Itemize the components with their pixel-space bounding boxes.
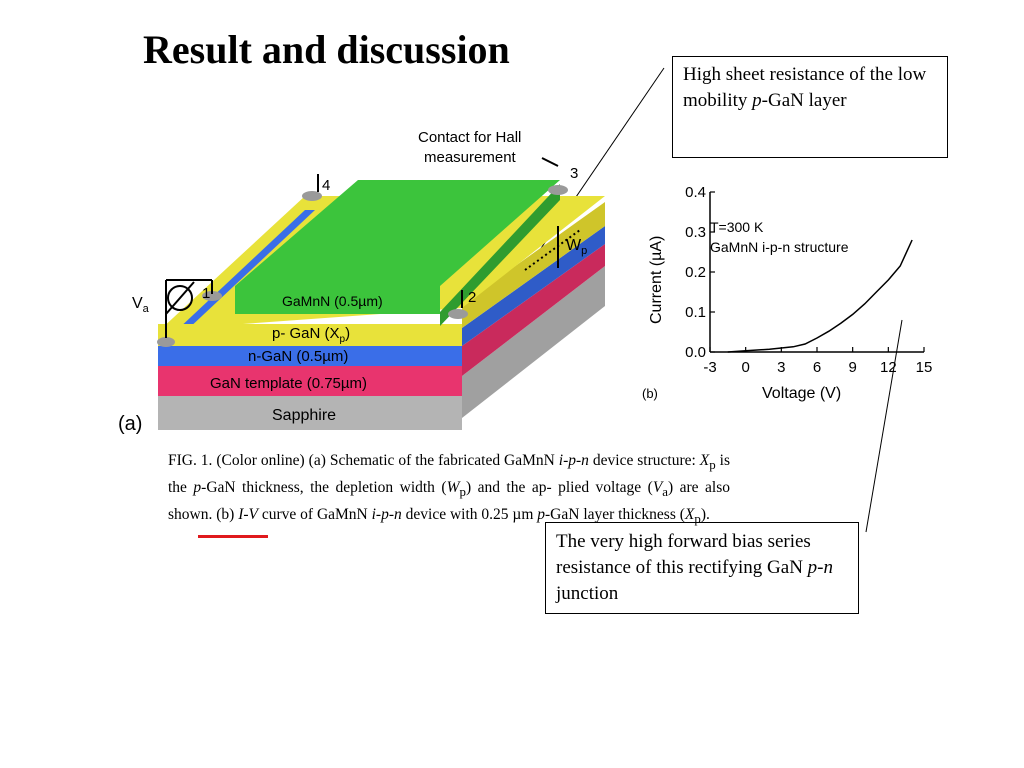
thickness-highlight-underline	[198, 535, 268, 538]
figure-caption: FIG. 1. (Color online) (a) Schematic of …	[168, 449, 730, 530]
caption-text: -GaN thickness, the depletion width (	[201, 479, 447, 497]
contact-pad-3	[548, 185, 568, 195]
caption-italic: p	[537, 506, 546, 524]
device-schematic: Contact for Hall measurement 1 2 3 4 Va …	[118, 129, 605, 435]
layer-sapphire-label: Sapphire	[272, 407, 336, 424]
chart-annotation-temp: T=300 K	[710, 219, 764, 235]
layer-ngan-label: n-GaN (0.5µm)	[248, 348, 348, 365]
pgan-close: )	[345, 325, 350, 342]
caption-text: device structure:	[588, 452, 700, 469]
depletion-subscript: p	[581, 245, 587, 257]
caption-text: ) are also shown. (b)	[168, 479, 731, 524]
chart-xlabel: Voltage (V)	[762, 385, 841, 402]
callout-top-text-end: -GaN layer	[761, 90, 847, 111]
chart-ylabel: Current (µA)	[648, 236, 665, 324]
caption-text: curve of GaMnN	[257, 506, 372, 524]
contact-2-label: 2	[468, 289, 476, 306]
caption-italic: X	[699, 452, 710, 469]
x-tick-label: 12	[880, 359, 897, 376]
caption-fig-label: FIG. 1.	[168, 452, 213, 469]
voltage-source-arrow	[165, 281, 195, 315]
x-tick-label: 9	[848, 359, 856, 376]
arrow-contact-3	[541, 157, 559, 167]
layer-pgan-label: p- GaN (Xp)	[272, 325, 350, 345]
callout-sheet-resistance: High sheet resistance of the low mobilit…	[672, 56, 948, 158]
caption-text: -GaN layer thickness (	[545, 506, 685, 524]
caption-text: is the	[168, 452, 730, 497]
caption-subscript: a	[662, 484, 669, 500]
x-tick-label: -3	[703, 359, 716, 376]
caption-subscript: p	[709, 457, 716, 473]
voltage-symbol: V	[132, 295, 143, 312]
ngan-top-edge	[160, 210, 315, 346]
template-side	[462, 244, 605, 376]
y-tick-label: 0.0	[685, 344, 706, 361]
x-tick-label: 15	[916, 359, 933, 376]
caption-italic: I-V	[238, 506, 258, 524]
y-tick-label: 0.2	[685, 264, 706, 281]
callout-bottom-text-end: junction	[556, 583, 619, 604]
voltage-subscript: a	[143, 303, 150, 315]
contact-pad-1	[202, 291, 222, 301]
caption-text: ) and the ap- plied voltage (	[465, 479, 653, 497]
contact-label-line1: Contact for Hall	[418, 129, 521, 146]
iv-curve-line	[727, 239, 913, 353]
caption-italic: i-p-n	[371, 506, 402, 524]
pgan-side	[462, 202, 605, 328]
gamnn-front	[235, 286, 440, 314]
template-layer	[158, 366, 462, 396]
caption-text: ).	[700, 506, 710, 524]
ngan-side	[462, 226, 605, 346]
caption-subscript: p	[694, 511, 701, 527]
caption-italic: p	[193, 479, 202, 497]
ngan-layer	[158, 346, 462, 366]
caption-text: device with 0.25 µm	[401, 506, 538, 524]
contact-1-label: 1	[202, 285, 210, 302]
callout-bottom-text: The very high forward bias series resist…	[556, 531, 811, 578]
layer-gamnn-label: GaMnN (0.5µm)	[282, 293, 383, 309]
chart-ticks: -3 0 3 6 9 12 15 0.0 0.1 0.2 0.3 0.4	[685, 184, 932, 376]
caption-italic: V	[652, 479, 663, 497]
contact-label-line2: measurement	[424, 149, 517, 166]
y-tick-label: 0.3	[685, 224, 706, 241]
x-tick-label: 6	[813, 359, 821, 376]
panel-a-label: (a)	[118, 413, 142, 435]
sapphire-side	[462, 266, 605, 418]
caption-italic: i-p-n	[558, 452, 589, 469]
x-tick-label: 0	[741, 359, 749, 376]
chart-axes	[709, 192, 924, 353]
pgan-sub: p	[340, 334, 346, 345]
gamnn-side	[440, 184, 560, 326]
y-tick-label: 0.1	[685, 304, 706, 321]
voltage-source-icon	[167, 285, 193, 311]
contact-4-label: 4	[322, 177, 330, 194]
contact-3-label: 3	[570, 165, 578, 182]
slide-title: Result and discussion	[143, 27, 510, 72]
pgan-text: p- GaN (X	[272, 325, 340, 342]
y-tick-label: 0.4	[685, 184, 706, 201]
caption-subscript: p	[459, 484, 466, 500]
panel-b-label: (b)	[642, 386, 658, 401]
callout-bottom-italic: p-n	[807, 557, 833, 578]
sapphire-layer	[158, 396, 462, 430]
contact-pad-bottom	[157, 337, 175, 347]
caption-italic: X	[684, 506, 695, 524]
layer-template-label: GaN template (0.75µm)	[210, 375, 367, 392]
caption-text: (Color online) (a) Schematic of the fabr…	[212, 452, 559, 469]
callout-top-text: High sheet resistance of the low mobilit…	[683, 64, 927, 111]
chart-annotation-structure: GaMnN i-p-n structure	[710, 239, 849, 255]
depletion-symbol: W	[566, 237, 582, 254]
depletion-label: Wp	[566, 237, 587, 257]
pgan-layer	[158, 324, 462, 346]
callout-series-resistance: The very high forward bias series resist…	[545, 522, 859, 614]
gamnn-top	[235, 180, 560, 286]
iv-chart: -3 0 3 6 9 12 15 0.0 0.1 0.2 0.3 0.4 T=300 K GaMnN …	[642, 184, 932, 402]
voltage-label: Va	[132, 295, 150, 315]
depletion-dotted-line	[524, 229, 581, 271]
callout-top-italic: p	[752, 90, 762, 111]
x-tick-label: 3	[777, 359, 785, 376]
contact-pad-4	[302, 191, 322, 201]
caption-italic: W	[446, 479, 460, 497]
contact-pad-2	[448, 309, 468, 319]
